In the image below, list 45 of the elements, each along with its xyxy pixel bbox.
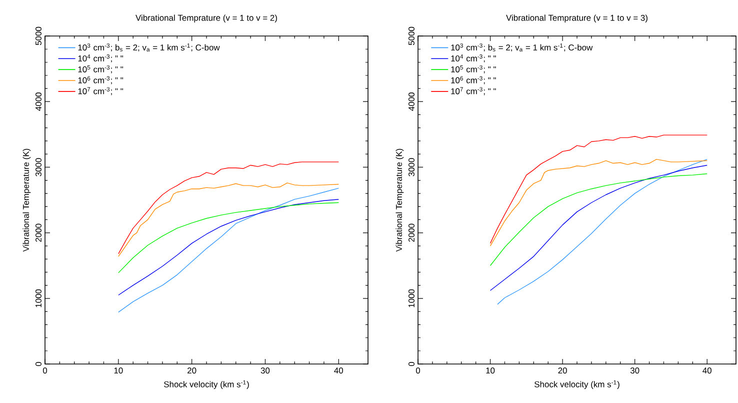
y-axis-title: Vibrational Temperature (K) [22, 148, 31, 252]
legend-label: 10$^{4}$ cm$^{-3}$; " " [451, 54, 496, 62]
x-tick-label: 10 [486, 368, 495, 374]
x-tick-label: 0 [42, 368, 48, 374]
y-tick-label: 0 [408, 362, 414, 366]
x-axis-title: Shock velocity (km s$^{-1}$) [164, 380, 249, 389]
y-tick-label: 2000 [408, 224, 414, 242]
legend-label: 10$^{6}$ cm$^{-3}$; " " [451, 76, 496, 84]
x-tick-label: 30 [630, 368, 640, 374]
line-series [118, 162, 339, 254]
y-tick-label: 1000 [408, 289, 414, 308]
x-tick-label: 40 [702, 368, 712, 374]
legend-label: 10$^{7}$ cm$^{-3}$; " " [78, 87, 124, 96]
y-axis-title: Vibrational Temperature (K) [396, 148, 404, 252]
line-series [118, 202, 339, 274]
legend-label: 10$^{6}$ cm$^{-3}$; " " [78, 76, 124, 84]
line-series [118, 198, 339, 296]
y-tick-label: 4000 [35, 92, 42, 111]
legend-label: 10$^{5}$ cm$^{-3}$; " " [78, 65, 124, 74]
x-tick-label: 20 [558, 368, 567, 374]
chart-title: Vibrational Temprature (v = 1 to v = 3) [506, 14, 648, 22]
y-tick-label: 3000 [408, 158, 414, 176]
y-tick-label: 2000 [35, 224, 42, 242]
line-series [490, 173, 708, 266]
y-tick-label: 4000 [408, 92, 414, 111]
y-tick-label: 5000 [35, 26, 42, 46]
x-tick-label: 30 [260, 368, 270, 374]
x-tick-label: 20 [188, 368, 196, 374]
legend-label: 10$^{5}$ cm$^{-3}$; " " [451, 65, 496, 74]
line-series [118, 188, 339, 313]
y-tick-label: 0 [35, 362, 42, 366]
x-tick-label: 40 [334, 368, 344, 374]
x-tick-label: 0 [416, 368, 420, 374]
legend-label: 10$^{4}$ cm$^{-3}$; " " [78, 54, 124, 62]
chart-title: Vibrational Temprature (v = 1 to v = 2) [136, 14, 277, 22]
line-series [497, 158, 708, 305]
x-tick-label: 10 [114, 368, 123, 374]
y-tick-label: 5000 [408, 26, 414, 46]
text: 10$^{3}$ cm$^{-3}$; b$_{s}$ = 2; v$_{a}$ = 1 km s$^{-1}$; C-bow [78, 43, 220, 52]
text: 10$^{3}$ cm$^{-3}$; b$_{s}$ = 2; v$_{a}$ = 1 km s$^{-1}$; C-bow [451, 43, 593, 52]
y-tick-label: 3000 [35, 158, 42, 176]
line-series [490, 164, 708, 291]
legend-label: 10$^{7}$ cm$^{-3}$; " " [451, 87, 496, 96]
x-axis-title: Shock velocity (km s$^{-1}$) [534, 380, 620, 389]
y-tick-label: 1000 [35, 289, 42, 308]
